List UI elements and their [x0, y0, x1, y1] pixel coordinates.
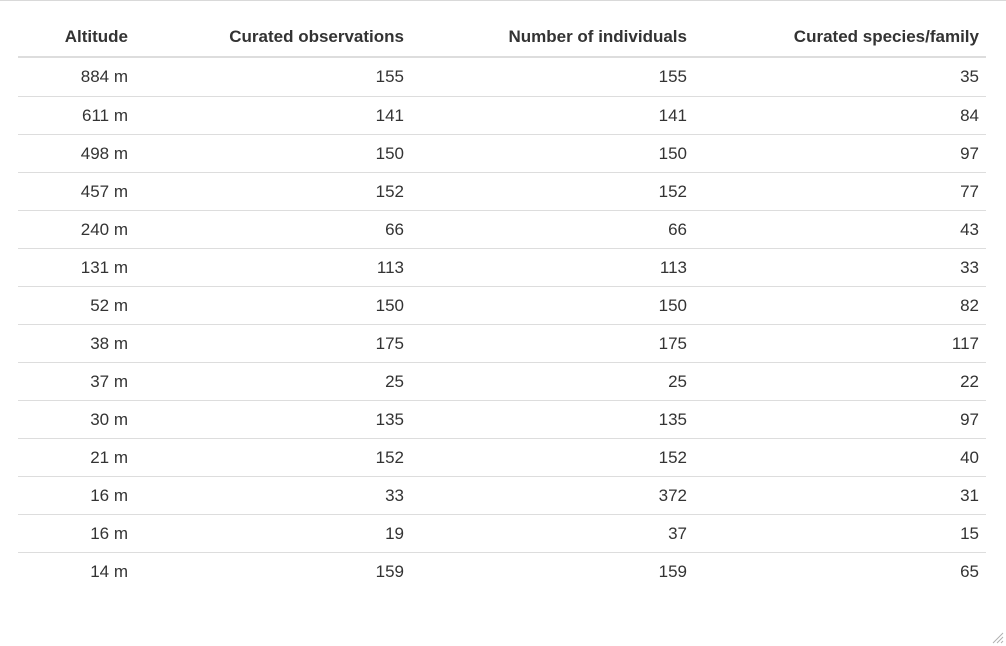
table-row: 30 m 135 135 97 [18, 400, 986, 439]
cell-altitude: 498 m [18, 134, 135, 173]
cell-number-of-individuals: 135 [411, 400, 694, 439]
cell-curated-species-family: 43 [694, 210, 986, 249]
cell-curated-observations: 141 [135, 96, 411, 135]
cell-curated-species-family: 31 [694, 476, 986, 515]
cell-altitude: 37 m [18, 362, 135, 401]
column-header-curated-species-family[interactable]: Curated species/family [694, 18, 986, 58]
header-row: Altitude Curated observations Number of … [18, 18, 986, 58]
table-row: 498 m 150 150 97 [18, 134, 986, 173]
top-border [0, 0, 1006, 1]
column-header-curated-observations[interactable]: Curated observations [135, 18, 411, 58]
table-row: 240 m 66 66 43 [18, 210, 986, 249]
cell-altitude: 884 m [80, 67, 128, 86]
table-header: Altitude Curated observations Number of … [18, 18, 986, 58]
cell-curated-observations: 33 [135, 476, 411, 515]
cell-number-of-individuals: 25 [411, 362, 694, 401]
cell-altitude: 131 m [18, 248, 135, 287]
table-row: 37 m 25 25 22 [18, 362, 986, 401]
cell-curated-species-family: 22 [694, 362, 986, 401]
cell-number-of-individuals: 66 [411, 210, 694, 249]
data-table-container: Altitude Curated observations Number of … [18, 18, 986, 590]
cell-curated-observations: 150 [135, 286, 411, 325]
column-header-number-of-individuals[interactable]: Number of individuals [411, 18, 694, 58]
table-row: 457 m 152 152 77 [18, 172, 986, 211]
cell-curated-observations: 175 [135, 324, 411, 363]
cell-curated-species-family: 35 [960, 67, 979, 86]
cell-curated-observations: 155 [375, 67, 404, 86]
table-body: 884 m 155 155 35 611 m 141 141 84 498 m 150 150 9… [18, 57, 986, 590]
cell-curated-observations: 66 [135, 210, 411, 249]
table-row: 38 m 175 175 117 [18, 324, 986, 363]
cell-number-of-individuals: 155 [658, 67, 687, 86]
cell-curated-observations: 150 [135, 134, 411, 173]
cell-curated-observations: 152 [135, 438, 411, 477]
cell-curated-species-family: 33 [694, 248, 986, 287]
cell-curated-observations: 113 [135, 248, 411, 287]
resize-grip-icon[interactable] [992, 632, 1004, 644]
cell-curated-observations: 19 [135, 514, 411, 553]
cell-number-of-individuals: 159 [411, 552, 694, 590]
table-row: 14 m 159 159 65 [18, 552, 986, 590]
cell-number-of-individuals: 152 [411, 438, 694, 477]
cell-number-of-individuals: 37 [411, 514, 694, 553]
table-row: 884 m 155 155 35 [18, 57, 986, 97]
cell-number-of-individuals: 113 [411, 248, 694, 287]
cell-curated-observations: 159 [135, 552, 411, 590]
cell-number-of-individuals: 150 [411, 134, 694, 173]
table-row: 52 m 150 150 82 [18, 286, 986, 325]
cell-altitude: 457 m [18, 172, 135, 211]
cell-curated-species-family: 77 [694, 172, 986, 211]
cell-curated-species-family: 82 [694, 286, 986, 325]
table-row: 16 m 33 372 31 [18, 476, 986, 515]
cell-curated-species-family: 97 [694, 134, 986, 173]
cell-curated-species-family: 65 [694, 552, 986, 590]
cell-altitude: 14 m [18, 552, 135, 590]
cell-curated-observations: 152 [135, 172, 411, 211]
cell-number-of-individuals: 141 [411, 96, 694, 135]
table-row: 611 m 141 141 84 [18, 96, 986, 135]
cell-altitude: 16 m [18, 514, 135, 553]
data-table: Altitude Curated observations Number of … [18, 18, 986, 590]
cell-altitude: 30 m [18, 400, 135, 439]
cell-altitude: 52 m [18, 286, 135, 325]
cell-curated-species-family: 84 [694, 96, 986, 135]
cell-curated-species-family: 15 [694, 514, 986, 553]
table-row: 21 m 152 152 40 [18, 438, 986, 477]
cell-curated-species-family: 117 [694, 324, 986, 363]
cell-altitude: 16 m [18, 476, 135, 515]
cell-curated-species-family: 40 [694, 438, 986, 477]
cell-number-of-individuals: 175 [411, 324, 694, 363]
cell-number-of-individuals: 150 [411, 286, 694, 325]
cell-curated-observations: 135 [135, 400, 411, 439]
cell-number-of-individuals: 152 [411, 172, 694, 211]
table-row: 131 m 113 113 33 [18, 248, 986, 287]
cell-curated-observations: 25 [135, 362, 411, 401]
cell-altitude: 240 m [18, 210, 135, 249]
cell-altitude: 21 m [18, 438, 135, 477]
cell-number-of-individuals: 372 [411, 476, 694, 515]
cell-curated-species-family: 97 [694, 400, 986, 439]
table-row: 16 m 19 37 15 [18, 514, 986, 553]
column-header-altitude[interactable]: Altitude [18, 18, 135, 58]
cell-altitude: 38 m [18, 324, 135, 363]
cell-altitude: 611 m [18, 96, 135, 135]
